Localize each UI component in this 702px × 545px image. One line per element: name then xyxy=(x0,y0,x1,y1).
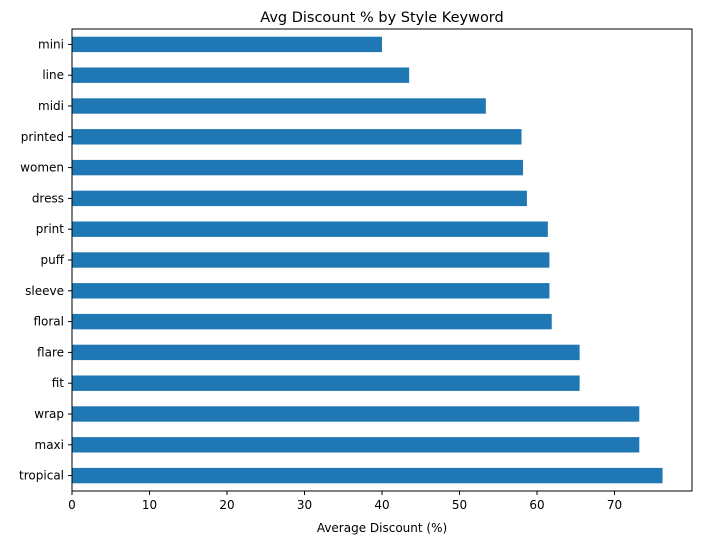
y-tick-label: tropical xyxy=(19,469,64,483)
y-tick-label: fit xyxy=(52,376,65,390)
y-axis-ticks: mini line midi printed women dress print puff sl… xyxy=(19,37,72,483)
bar-maxi xyxy=(72,437,640,453)
y-tick-label: dress xyxy=(32,191,64,205)
x-tick-label: 30 xyxy=(297,498,312,512)
x-axis-ticks: 0 10 20 30 40 50 60 70 xyxy=(68,491,622,512)
y-tick-label: flare xyxy=(37,345,64,359)
y-tick-label: sleeve xyxy=(25,284,64,298)
bar-sleeve xyxy=(72,283,550,299)
y-tick-label: print xyxy=(36,222,64,236)
bar-floral xyxy=(72,313,552,330)
bar-puff xyxy=(72,252,550,268)
y-tick-label: printed xyxy=(21,130,64,144)
bar-wrap xyxy=(72,406,640,422)
x-tick-label: 60 xyxy=(529,498,544,512)
chart-title: Avg Discount % by Style Keyword xyxy=(260,10,503,26)
x-tick-label: 20 xyxy=(219,498,234,512)
x-tick-label: 50 xyxy=(452,498,467,512)
bar-print xyxy=(72,221,548,237)
bar-printed xyxy=(72,129,522,145)
y-tick-label: women xyxy=(20,161,64,175)
bar-line xyxy=(72,67,410,83)
bar-flare xyxy=(72,344,580,361)
x-tick-label: 40 xyxy=(374,498,389,512)
y-tick-label: puff xyxy=(41,253,65,267)
y-tick-label: wrap xyxy=(34,407,64,421)
x-tick-label: 0 xyxy=(68,498,76,512)
bar-women xyxy=(72,159,524,176)
plot-frame xyxy=(71,28,693,492)
bar-mini xyxy=(72,36,382,53)
x-tick-label: 10 xyxy=(142,498,157,512)
y-tick-label: maxi xyxy=(35,438,64,452)
bar-dress xyxy=(72,190,527,207)
x-tick-label: 70 xyxy=(607,498,622,512)
bars-group xyxy=(72,36,663,484)
y-tick-label: line xyxy=(42,68,64,82)
y-tick-label: mini xyxy=(38,37,64,51)
y-tick-label: floral xyxy=(33,315,64,329)
y-tick-label: midi xyxy=(38,99,64,113)
bar-midi xyxy=(72,98,486,114)
x-axis-label: Average Discount (%) xyxy=(317,521,447,535)
bar-fit xyxy=(72,375,580,391)
bar-tropical xyxy=(72,467,663,484)
